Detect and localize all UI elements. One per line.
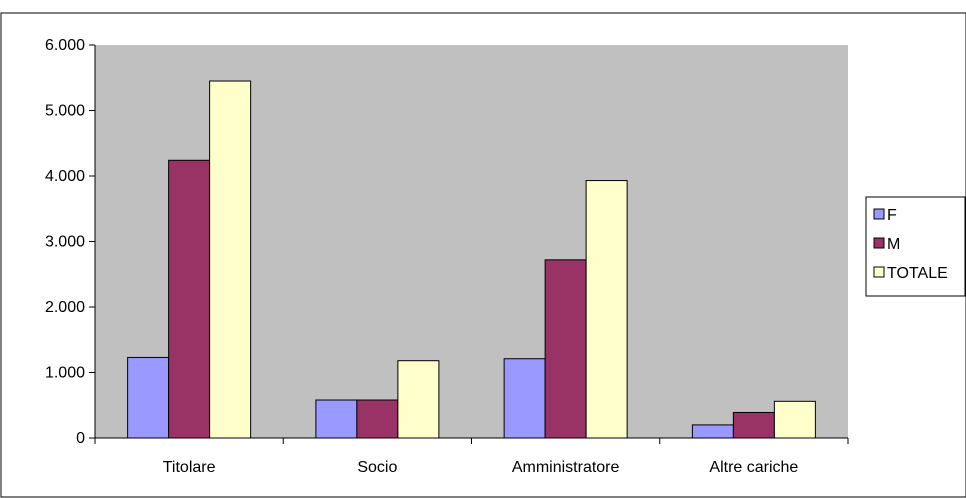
x-category-label: Titolare (163, 459, 216, 476)
bar-m-0 (168, 159, 211, 439)
plot-area: 0 1.000 2.000 3.000 4.000 5.000 6.000 Titolare S… (45, 37, 849, 476)
bar-f-3 (691, 424, 734, 439)
bar-f-2 (503, 358, 546, 439)
legend-swatch-f (873, 208, 885, 220)
legend-label-totale: TOTALE (887, 265, 948, 282)
y-tick-label: 2.000 (45, 299, 85, 316)
y-tick-label: 4.000 (45, 168, 85, 185)
x-category-label: Altre cariche (709, 459, 798, 476)
y-tick-label: 0 (76, 430, 85, 447)
bar-m-2 (544, 259, 587, 439)
bar-totale-1 (397, 360, 440, 439)
y-tick-label: 1.000 (45, 365, 85, 382)
bar-totale-3 (773, 400, 816, 439)
legend-label-f: F (887, 207, 897, 224)
legend-swatch-m (873, 237, 885, 249)
x-category-label: Amministratore (512, 459, 620, 476)
x-category-label: Socio (357, 459, 397, 476)
y-tick-label: 6.000 (45, 37, 85, 54)
y-tick-label: 3.000 (45, 234, 85, 251)
bar-totale-0 (209, 80, 252, 439)
y-tick-label: 5.000 (45, 103, 85, 120)
bar-f-0 (127, 356, 170, 439)
bar-m-3 (732, 411, 775, 439)
legend-swatch-totale (873, 266, 885, 278)
bar-f-1 (315, 399, 358, 439)
legend-label-m: M (887, 236, 900, 253)
legend: FM TOTALE (865, 196, 966, 297)
chart-frame (0, 12, 966, 498)
bar-m-1 (356, 399, 399, 439)
bar-totale-2 (585, 180, 628, 439)
